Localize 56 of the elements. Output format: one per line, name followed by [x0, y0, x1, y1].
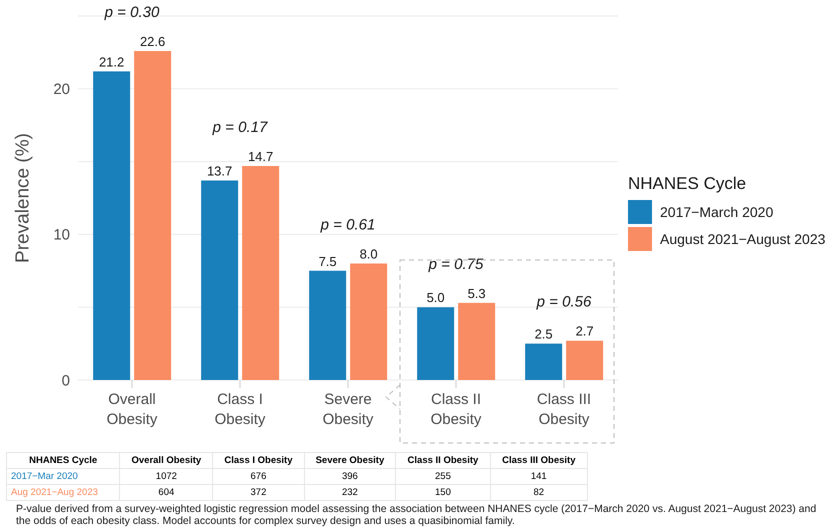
- bar: [566, 340, 604, 380]
- data-label: 604: [120, 484, 213, 500]
- category-label: Class II Obesity: [396, 452, 490, 468]
- data-label: 5.0: [426, 290, 445, 306]
- bar: [242, 166, 280, 380]
- data-label: 150: [396, 484, 490, 500]
- data-label: 5.3: [468, 286, 486, 301]
- legend-label: 2017−March 2020: [660, 204, 774, 220]
- data-label: 1072: [120, 468, 213, 484]
- legend-label: Aug 2021−Aug 2023: [6, 484, 120, 500]
- data-label: 2.5: [534, 326, 553, 342]
- data-label: 22.6: [140, 34, 166, 49]
- y-axis-title: Prevalence (%): [12, 133, 34, 263]
- data-label: 372: [212, 484, 304, 500]
- y-tick-label: 0: [62, 372, 70, 390]
- data-label: 2.7: [576, 324, 594, 339]
- x-tick-label: Class III Obesity: [536, 391, 592, 428]
- x-tick-label: Overall Obesity: [106, 391, 158, 428]
- x-tick-label: Class II Obesity: [430, 391, 482, 428]
- x-tick-label: Class I Obesity: [214, 391, 266, 428]
- legend-label: 2017−Mar 2020: [6, 468, 120, 484]
- bar: [134, 50, 172, 380]
- data-label: 14.7: [248, 148, 274, 164]
- bar: [93, 71, 130, 380]
- data-label: 82: [490, 484, 588, 500]
- legend-title: NHANES Cycle: [6, 452, 120, 468]
- legend-label: August 2021−August 2023: [660, 231, 826, 247]
- bar: [309, 270, 346, 380]
- data-label: 7.5: [318, 254, 337, 269]
- annotation: p = 0.75: [428, 256, 484, 273]
- category-label: Severe Obesity: [304, 452, 396, 468]
- bar: [201, 180, 238, 380]
- annotation: p = 0.17: [212, 118, 268, 136]
- data-label: 255: [396, 468, 490, 484]
- bar: [458, 302, 496, 380]
- data-label: 676: [212, 468, 304, 484]
- data-label: 396: [304, 468, 396, 484]
- text: P-value derived from a survey-weighted logistic regression model assessing the association between NHANES cycle (2017−March 2020 vs. August 2021−August 2023) and the odds of each obesity class. Model accounts for complex survey design and uses a quasibinomial family.: [16, 503, 818, 527]
- bar: [525, 344, 562, 380]
- category-label: Overall Obesity: [120, 452, 213, 468]
- bar: [417, 307, 454, 380]
- legend-title: NHANES Cycle: [628, 174, 748, 194]
- annotation: p = 0.61: [320, 216, 376, 234]
- data-label: 13.7: [206, 164, 232, 179]
- annotation: p = 0.56: [536, 294, 592, 311]
- data-label: 141: [490, 468, 588, 484]
- data-label: 232: [304, 484, 396, 500]
- bar: [350, 264, 388, 380]
- y-tick-label: 10: [53, 226, 70, 244]
- data-label: 8.0: [360, 246, 378, 262]
- x-tick-label: Severe Obesity: [322, 391, 374, 428]
- y-tick-label: 20: [53, 81, 70, 98]
- data-label: 21.2: [98, 54, 124, 70]
- category-label: Class I Obesity: [212, 452, 304, 468]
- category-label: Class III Obesity: [490, 452, 588, 468]
- annotation: p = 0.30: [104, 4, 160, 21]
